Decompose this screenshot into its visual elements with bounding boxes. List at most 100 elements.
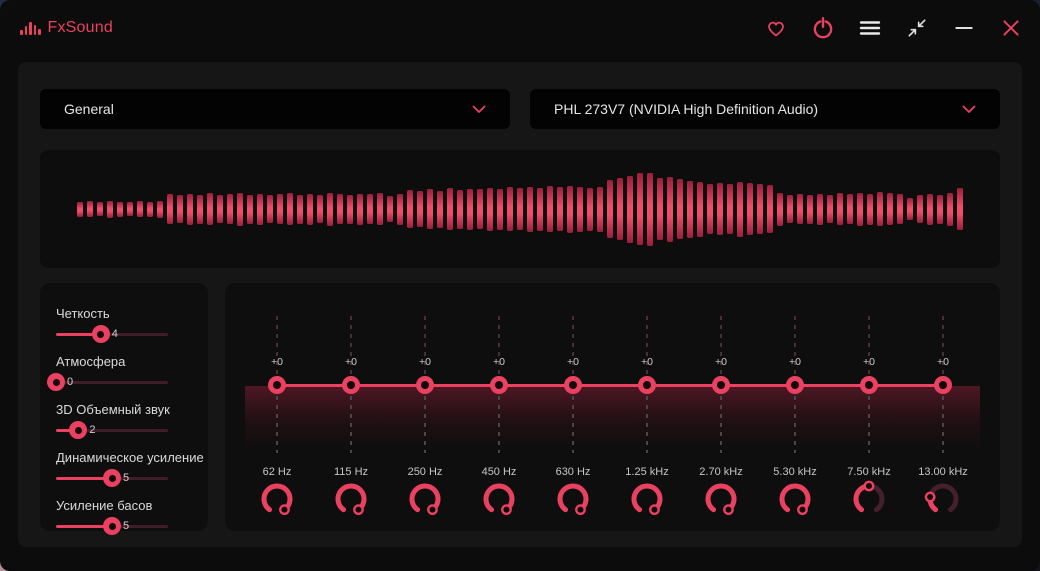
preset-dropdown-value: General: [64, 101, 114, 117]
effect-slider[interactable]: 4: [56, 325, 192, 343]
visualizer-bar: [337, 194, 343, 224]
band-node-handle[interactable]: [712, 376, 730, 394]
slider-fill: [56, 476, 112, 480]
visualizer-bar: [77, 201, 83, 217]
slider-thumb[interactable]: [103, 517, 121, 535]
band-gain-knob[interactable]: [553, 480, 593, 520]
slider-value: 2: [89, 424, 96, 436]
knob-indicator-dot: [863, 480, 875, 492]
band-gain-knob[interactable]: [331, 480, 371, 520]
preset-dropdown[interactable]: General: [40, 89, 510, 129]
band-node-handle[interactable]: [416, 376, 434, 394]
effect-slider-group: 3D Объемный звук 2: [56, 402, 208, 439]
band-guide-line: [276, 387, 278, 453]
visualizer-bar: [267, 195, 273, 223]
visualizer-bar: [97, 202, 103, 216]
visualizer-bar: [737, 181, 743, 237]
visualizer-bar: [937, 194, 943, 224]
knob-indicator-dot: [279, 504, 290, 516]
visualizer-bar: [867, 193, 873, 225]
band-guide-line: [350, 316, 352, 384]
slider-value: 4: [111, 328, 118, 340]
effect-slider-group: Динамическое усиление 5: [56, 450, 208, 487]
effect-slider[interactable]: 5: [56, 469, 192, 487]
visualizer-bar: [287, 193, 293, 225]
band-node-handle[interactable]: [564, 376, 582, 394]
effect-slider-label: 3D Объемный звук: [56, 402, 170, 417]
slider-thumb[interactable]: [47, 373, 65, 391]
band-node-handle[interactable]: [786, 376, 804, 394]
band-frequency-label: 62 Hz: [262, 466, 292, 478]
visualizer-bar: [787, 195, 793, 223]
minimize-icon[interactable]: [951, 15, 977, 41]
power-icon[interactable]: [810, 15, 836, 41]
close-icon[interactable]: [998, 15, 1024, 41]
menu-icon[interactable]: [857, 15, 883, 41]
visualizer-bar: [727, 184, 733, 234]
slider-thumb[interactable]: [103, 469, 121, 487]
output-device-dropdown-value: PHL 273V7 (NVIDIA High Definition Audio): [554, 101, 819, 117]
effect-slider[interactable]: 2: [56, 421, 192, 439]
knob-indicator-dot: [723, 504, 734, 516]
band-node-handle[interactable]: [268, 376, 286, 394]
band-guide-line: [424, 316, 426, 384]
visualizer-bar: [127, 202, 133, 216]
band-node-handle[interactable]: [638, 376, 656, 394]
visualizer-bar: [597, 186, 603, 232]
band-gain-knob[interactable]: [775, 480, 815, 520]
band-gain-knob[interactable]: [479, 480, 519, 520]
output-device-dropdown[interactable]: PHL 273V7 (NVIDIA High Definition Audio): [530, 89, 1000, 129]
band-guide-line: [794, 387, 796, 453]
band-guide-line: [276, 316, 278, 384]
slider-track[interactable]: [56, 380, 168, 384]
band-gain-knob[interactable]: [257, 480, 297, 520]
visualizer-bar: [87, 201, 93, 217]
slider-thumb[interactable]: [69, 421, 88, 439]
visualizer-bar: [407, 190, 413, 228]
visualizer-bar: [837, 193, 843, 225]
band-gain-knob[interactable]: [701, 480, 741, 520]
band-gain-knob[interactable]: [405, 480, 445, 520]
visualizer-bar: [677, 179, 683, 239]
effect-slider[interactable]: 5: [56, 517, 192, 535]
band-gain-label: +0: [271, 356, 283, 368]
visualizer-bar: [517, 188, 523, 230]
app-logo: FxSound: [20, 19, 113, 37]
visualizer-bar: [327, 192, 333, 226]
band-node-handle[interactable]: [342, 376, 360, 394]
knob-indicator-dot: [924, 491, 936, 503]
visualizer-bar: [567, 185, 573, 233]
band-guide-line: [572, 387, 574, 453]
equalizer-area-fill: [245, 386, 980, 452]
slider-track[interactable]: [56, 428, 168, 432]
visualizer-bar: [417, 191, 423, 227]
band-node-handle[interactable]: [490, 376, 508, 394]
visualizer-bar: [217, 195, 223, 223]
band-node-handle[interactable]: [860, 376, 878, 394]
slider-value: 0: [67, 376, 74, 388]
visualizer-bar: [117, 201, 123, 217]
visualizer-bar: [157, 200, 163, 218]
band-gain-knob[interactable]: [627, 480, 667, 520]
slider-track[interactable]: [56, 332, 168, 336]
collapse-icon[interactable]: [904, 15, 930, 41]
titlebar-controls: [763, 15, 1040, 41]
band-guide-line: [868, 387, 870, 453]
effect-slider[interactable]: 0: [47, 373, 192, 391]
band-frequency-label: 450 Hz: [481, 466, 517, 478]
band-gain-label: +0: [641, 356, 653, 368]
donate-heart-icon[interactable]: [763, 15, 789, 41]
band-frequency-label: 7.50 kHz: [847, 466, 891, 478]
slider-fill: [56, 524, 112, 528]
slider-thumb[interactable]: [91, 325, 110, 343]
visualizer-bar: [827, 195, 833, 223]
band-gain-knob[interactable]: [849, 480, 889, 520]
visualizer-bar: [657, 178, 663, 240]
band-node-handle[interactable]: [934, 376, 952, 394]
content-card: General PHL 273V7 (NVIDIA High Definitio…: [18, 62, 1022, 547]
band-guide-line: [424, 387, 426, 453]
titlebar: FxSound: [0, 0, 1040, 56]
band-gain-knob[interactable]: [923, 480, 963, 520]
band-gain-label: +0: [419, 356, 431, 368]
visualizer-bar: [647, 172, 653, 246]
